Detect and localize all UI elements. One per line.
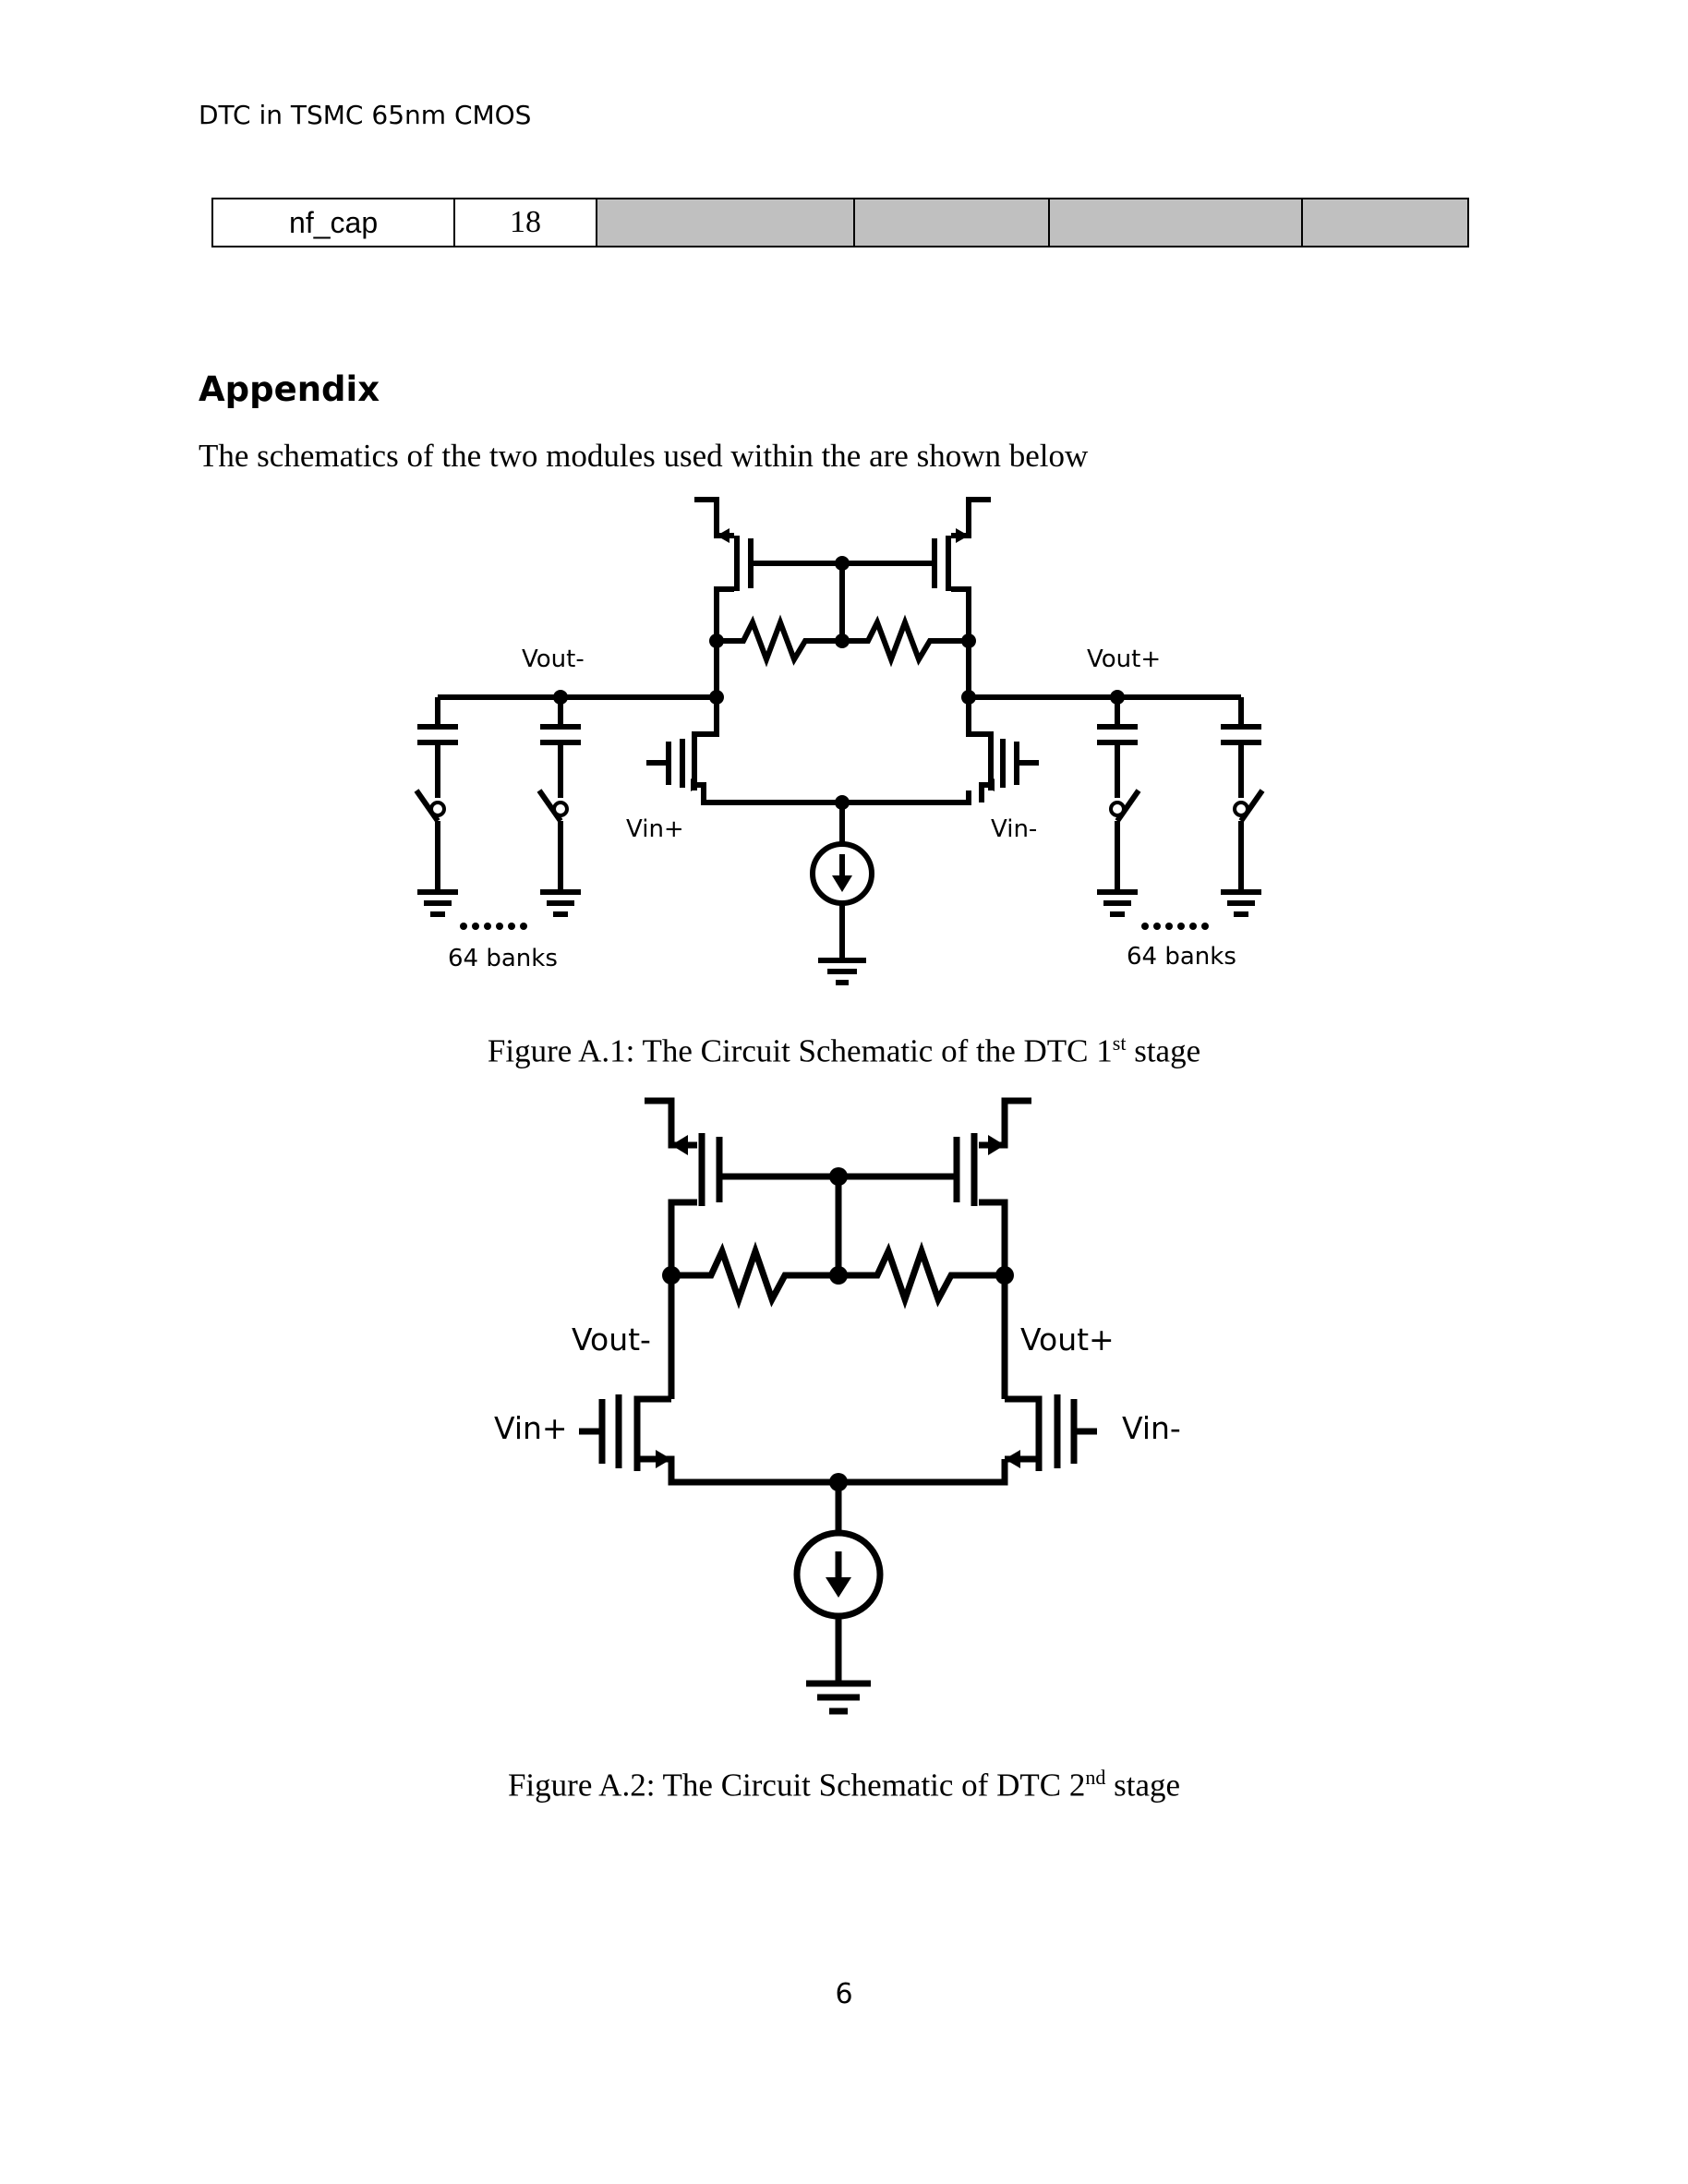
empty-cell	[853, 198, 1050, 247]
page-number: 6	[835, 1978, 853, 2010]
appendix-intro: The schematics of the two modules used w…	[199, 438, 1089, 474]
figure-a2-schematic: Vout- Vout+ Vin+ Vin-	[494, 1097, 1181, 1715]
figure-a1-caption: Figure A.1: The Circuit Schematic of the…	[487, 1032, 1201, 1069]
table-row: nf_cap 18	[211, 198, 1469, 247]
vout-plus-label: Vout+	[1020, 1321, 1115, 1357]
banks-left-label: 64 banks	[448, 945, 558, 972]
parameter-table: nf_cap 18	[211, 198, 1469, 247]
banks-right-label: 64 banks	[1127, 943, 1236, 971]
figure-a1-schematic: Vout- Vout+ Vin+ Vin- 64 banks 64 banks	[414, 497, 1265, 985]
empty-cell	[595, 198, 856, 247]
param-name-cell: nf_cap	[211, 198, 456, 247]
vin-minus-label: Vin-	[1122, 1410, 1181, 1446]
empty-cell	[1047, 198, 1304, 247]
figure-a2-caption: Figure A.2: The Circuit Schematic of DTC…	[507, 1766, 1181, 1804]
appendix-heading: Appendix	[199, 369, 380, 409]
param-value-cell: 18	[453, 198, 597, 247]
vin-plus-label: Vin+	[494, 1410, 568, 1446]
vout-minus-label: Vout-	[522, 646, 585, 673]
vout-minus-label: Vout-	[572, 1321, 651, 1357]
running-header: DTC in TSMC 65nm CMOS	[199, 100, 532, 130]
vout-plus-label: Vout+	[1087, 646, 1161, 673]
empty-cell	[1301, 198, 1469, 247]
vin-plus-label: Vin+	[626, 815, 684, 843]
vin-minus-label: Vin-	[991, 815, 1037, 843]
